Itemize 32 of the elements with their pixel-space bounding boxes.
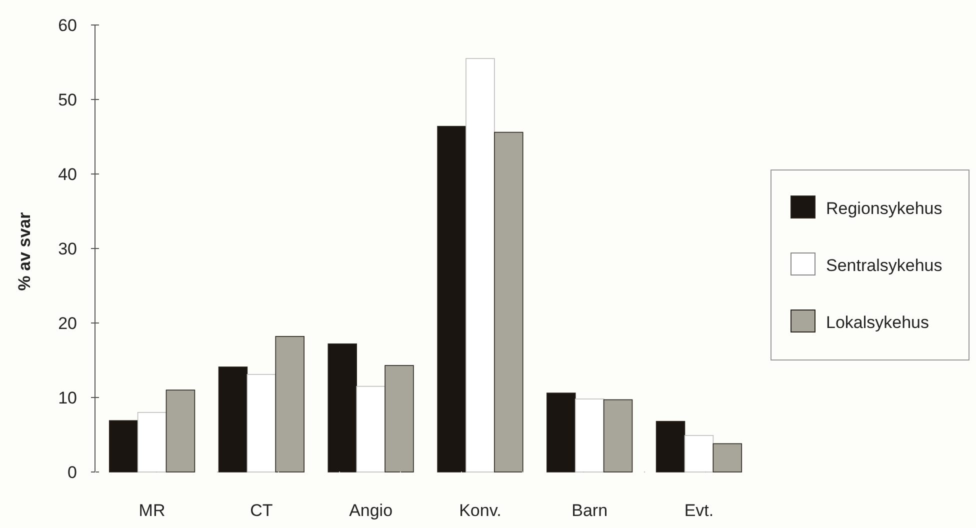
bar <box>437 126 466 472</box>
bar <box>328 343 357 472</box>
bar <box>275 336 304 472</box>
y-tick-label: 20 <box>58 314 77 333</box>
bar <box>356 386 386 472</box>
x-tick-label: MR <box>138 501 166 520</box>
y-axis-title: % av svar <box>15 212 34 291</box>
y-tick-label: 50 <box>58 90 77 110</box>
bar <box>246 374 276 472</box>
bar <box>712 443 742 472</box>
y-tick-label: 10 <box>58 388 77 408</box>
text: Sentralsykehus <box>826 256 942 275</box>
x-tick-label: Angio <box>349 501 393 520</box>
bar <box>466 58 495 472</box>
y-tick-label: 0 <box>68 462 77 482</box>
bar <box>546 392 576 472</box>
bar <box>108 420 138 472</box>
y-tick-label: 40 <box>58 164 77 184</box>
bar <box>494 132 524 472</box>
x-tick-label: Evt. <box>684 501 714 520</box>
legend-label: Lokalsykehus <box>826 312 930 332</box>
bar <box>603 399 633 472</box>
bar <box>384 365 414 472</box>
legend-label: Regionsykehus <box>826 198 942 218</box>
bar <box>166 390 196 472</box>
y-tick-label: 60 <box>58 16 77 35</box>
x-tick-label: Barn <box>572 501 608 520</box>
bar <box>218 366 248 472</box>
bar <box>656 420 686 472</box>
x-tick-label: Konv. <box>459 501 502 520</box>
x-tick-label: CT <box>250 501 273 520</box>
y-tick-label: 30 <box>58 239 77 258</box>
